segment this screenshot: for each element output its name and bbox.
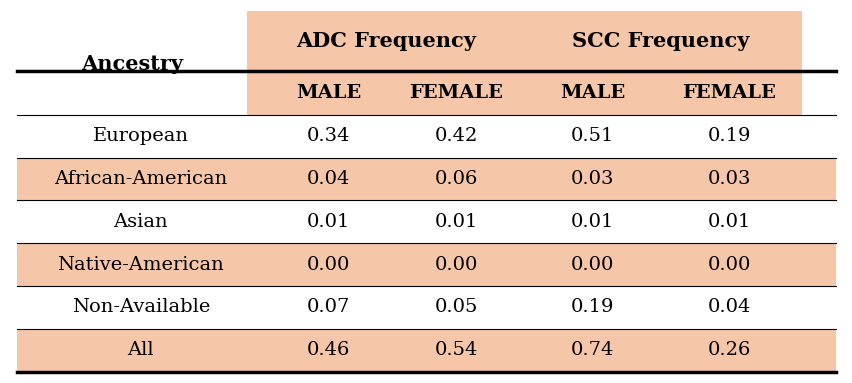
Bar	[17, 329, 835, 372]
Bar	[520, 71, 801, 115]
Text: 0.06: 0.06	[435, 170, 477, 188]
Text: 0.00: 0.00	[707, 255, 750, 273]
Text: ADC Frequency: ADC Frequency	[296, 31, 475, 51]
Text: Ancestry: Ancestry	[81, 54, 183, 74]
Text: SCC Frequency: SCC Frequency	[572, 31, 749, 51]
Text: 0.01: 0.01	[707, 213, 750, 231]
Bar	[17, 243, 835, 286]
Text: 0.01: 0.01	[435, 213, 477, 231]
Text: 0.07: 0.07	[307, 298, 349, 316]
Text: 0.34: 0.34	[307, 127, 349, 145]
Text: 0.04: 0.04	[307, 170, 349, 188]
Bar	[247, 71, 524, 115]
Bar	[247, 11, 524, 71]
Text: MALE: MALE	[296, 84, 360, 102]
Text: 0.54: 0.54	[435, 341, 477, 359]
Text: African-American: African-American	[54, 170, 227, 188]
Text: 0.04: 0.04	[707, 298, 750, 316]
Text: 0.26: 0.26	[707, 341, 750, 359]
Text: Asian: Asian	[113, 213, 168, 231]
Text: FEMALE: FEMALE	[409, 84, 503, 102]
Text: European: European	[93, 127, 188, 145]
Text: 0.05: 0.05	[435, 298, 477, 316]
Text: 0.74: 0.74	[571, 341, 613, 359]
Text: FEMALE: FEMALE	[682, 84, 775, 102]
Text: Native-American: Native-American	[57, 255, 224, 273]
Text: 0.03: 0.03	[707, 170, 750, 188]
Text: 0.01: 0.01	[307, 213, 349, 231]
Text: 0.00: 0.00	[307, 255, 349, 273]
Text: 0.03: 0.03	[571, 170, 613, 188]
Text: 0.00: 0.00	[571, 255, 613, 273]
Text: 0.46: 0.46	[307, 341, 349, 359]
Text: All: All	[127, 341, 154, 359]
Text: MALE: MALE	[560, 84, 625, 102]
Bar	[520, 11, 801, 71]
Text: Non-Available: Non-Available	[72, 298, 210, 316]
Text: 0.42: 0.42	[435, 127, 477, 145]
Bar	[17, 158, 835, 200]
Text: 0.19: 0.19	[571, 298, 613, 316]
Text: 0.51: 0.51	[571, 127, 613, 145]
Text: 0.19: 0.19	[707, 127, 750, 145]
Text: 0.00: 0.00	[435, 255, 477, 273]
Text: 0.01: 0.01	[571, 213, 613, 231]
